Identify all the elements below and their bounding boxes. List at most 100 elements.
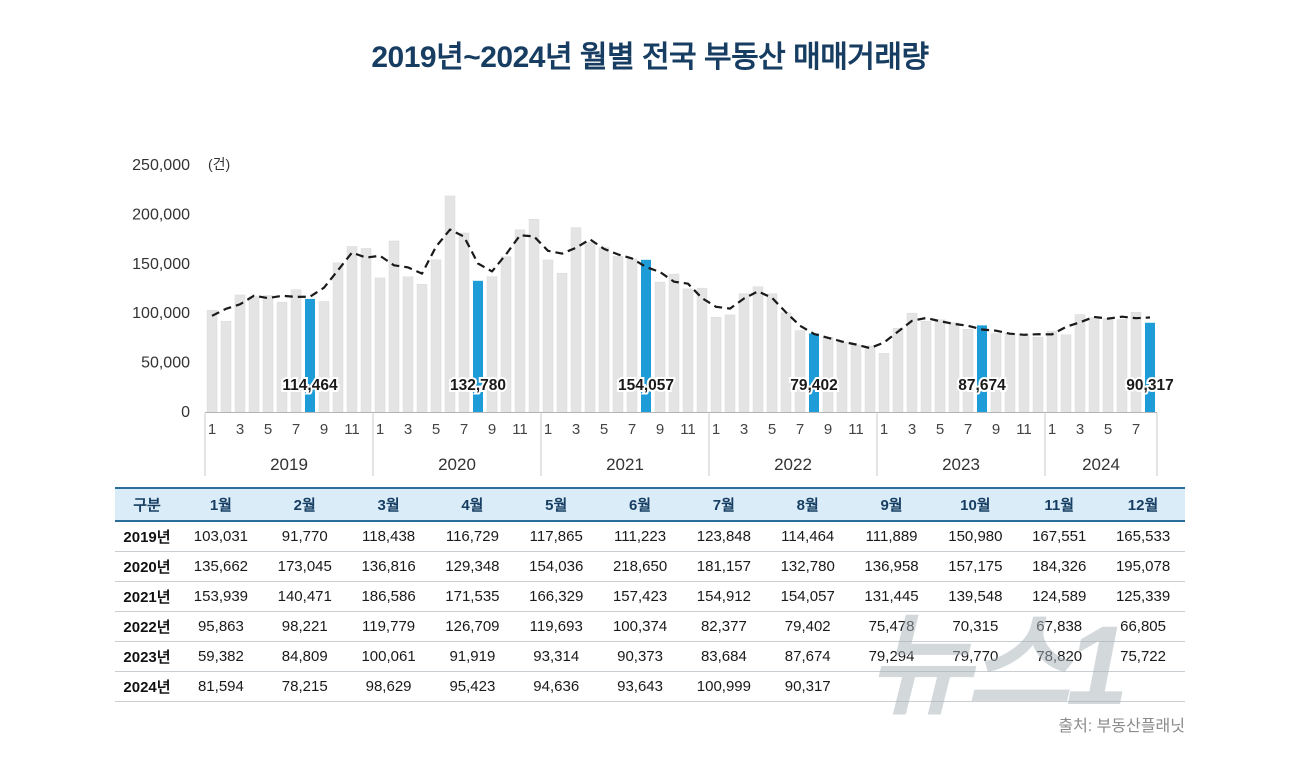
highlight-bar-2024-08: [1145, 322, 1155, 412]
table-value-cell: 166,329: [514, 581, 599, 612]
table-month-header: 11월: [1017, 487, 1102, 522]
bar: [234, 294, 246, 413]
bar: [542, 259, 554, 413]
table-value-cell: 81,594: [179, 671, 263, 702]
table-value-cell: 123,848: [681, 521, 766, 552]
table-corner-header: 구분: [115, 487, 179, 522]
x-axis-month-tick: 7: [796, 421, 804, 438]
highlight-bar-2020-08: [473, 280, 483, 412]
x-axis-month-tick: 3: [740, 421, 748, 438]
x-axis-month-tick: 9: [992, 421, 1000, 438]
table-value-cell: 103,031: [179, 521, 263, 552]
table-year-cell: 2023년: [115, 641, 179, 672]
table-value-cell: [933, 671, 1018, 702]
x-axis-month-tick: 7: [1132, 421, 1140, 438]
bar: [584, 242, 596, 413]
x-axis-month-tick: 9: [320, 421, 328, 438]
bar: [836, 342, 848, 413]
table-row: 2020년 135,662 173,045 136,816 129,348 154,036…: [115, 551, 1185, 582]
x-axis-month-tick: 1: [208, 421, 216, 438]
table-value-cell: 154,036: [514, 551, 599, 582]
table-value-cell: 93,314: [514, 641, 599, 672]
bar: [1116, 319, 1128, 413]
table-value-cell: 136,958: [849, 551, 934, 582]
x-axis-month-tick: 5: [936, 421, 944, 438]
table-value-cell: 154,057: [765, 581, 850, 612]
table-value-cell: 167,551: [1017, 521, 1102, 552]
data-table: 구분 1월 2월 3월 4월 5월 6월 7월 8월 9월 10월 11월 12월 2019년 103,03…: [115, 487, 1185, 702]
table-month-header: 10월: [933, 487, 1018, 522]
highlight-value-label: 154,057: [618, 377, 674, 394]
bar: [598, 247, 610, 413]
x-axis-month-tick: 1: [880, 421, 888, 438]
table-value-cell: [849, 671, 934, 702]
table-month-header: 6월: [598, 487, 682, 522]
table-value-cell: 118,438: [346, 521, 431, 552]
x-axis-month-tick: 5: [264, 421, 272, 438]
x-axis-month-tick: 7: [292, 421, 300, 438]
bar: [318, 301, 330, 413]
y-axis-tick-label: 150,000: [132, 256, 190, 273]
table-month-header: 5월: [514, 487, 599, 522]
bar: [248, 296, 260, 413]
x-axis-month-tick: 11: [344, 421, 360, 438]
table-year-cell: 2021년: [115, 581, 179, 612]
table-value-cell: 79,770: [933, 641, 1018, 672]
x-axis-month-tick: 9: [824, 421, 832, 438]
table-value-cell: 90,317: [765, 671, 850, 702]
x-axis-month-tick: 3: [404, 421, 412, 438]
table-value-cell: 165,533: [1101, 521, 1185, 552]
table-month-header: 3월: [346, 487, 431, 522]
bar: [920, 320, 932, 413]
x-axis-month-tick: 1: [544, 421, 552, 438]
table-value-cell: 83,684: [681, 641, 766, 672]
bar: [514, 229, 526, 413]
table-value-cell: 150,980: [933, 521, 1018, 552]
x-axis-year-label: 2020: [438, 455, 476, 474]
bar: [822, 337, 834, 413]
y-axis-unit-label: (건): [208, 156, 230, 172]
table-month-header: 9월: [849, 487, 934, 522]
y-axis-tick-label: 100,000: [132, 305, 190, 322]
x-axis-year-label: 2022: [774, 455, 812, 474]
table-value-cell: 75,478: [849, 611, 934, 642]
table-month-header: 12월: [1101, 487, 1185, 522]
table-value-cell: 75,722: [1101, 641, 1185, 672]
table-value-cell: 100,999: [681, 671, 766, 702]
table-value-cell: 84,809: [262, 641, 347, 672]
table-value-cell: 114,464: [765, 521, 850, 552]
table-value-cell: 79,294: [849, 641, 934, 672]
table-value-cell: 87,674: [765, 641, 850, 672]
bar: [276, 301, 288, 413]
table-value-cell: 66,805: [1101, 611, 1185, 642]
highlight-value-label: 114,464: [282, 377, 338, 394]
bar: [402, 276, 414, 413]
table-value-cell: [1101, 671, 1185, 702]
x-axis-month-tick: 5: [600, 421, 608, 438]
highlight-value-label: 90,317: [1126, 377, 1173, 394]
bar: [360, 248, 372, 413]
bar: [528, 219, 540, 413]
table-value-cell: 181,157: [681, 551, 766, 582]
table-value-cell: 59,382: [179, 641, 263, 672]
table-value-cell: 91,919: [430, 641, 515, 672]
bar: [1088, 317, 1100, 413]
table-value-cell: 78,820: [1017, 641, 1102, 672]
bar: [780, 312, 792, 413]
table-value-cell: 126,709: [430, 611, 515, 642]
table-month-header: 7월: [681, 487, 766, 522]
table-value-cell: 132,780: [765, 551, 850, 582]
bar: [948, 322, 960, 413]
highlight-value-label: 79,402: [790, 377, 837, 394]
x-axis-year-label: 2024: [1082, 455, 1120, 474]
table-value-cell: 154,912: [681, 581, 766, 612]
x-axis-month-tick: 5: [432, 421, 440, 438]
table-value-cell: [1017, 671, 1102, 702]
bar: [766, 293, 778, 413]
bar: [262, 295, 274, 413]
table-value-cell: 94,636: [514, 671, 599, 702]
table-row: 2024년 81,594 78,215 98,629 95,423 94,636 93,64…: [115, 671, 1185, 702]
table-value-cell: 95,423: [430, 671, 515, 702]
data-table-wrap: 구분 1월 2월 3월 4월 5월 6월 7월 8월 9월 10월 11월 12월 2019년 103,03…: [115, 487, 1185, 702]
table-value-cell: 157,175: [933, 551, 1018, 582]
